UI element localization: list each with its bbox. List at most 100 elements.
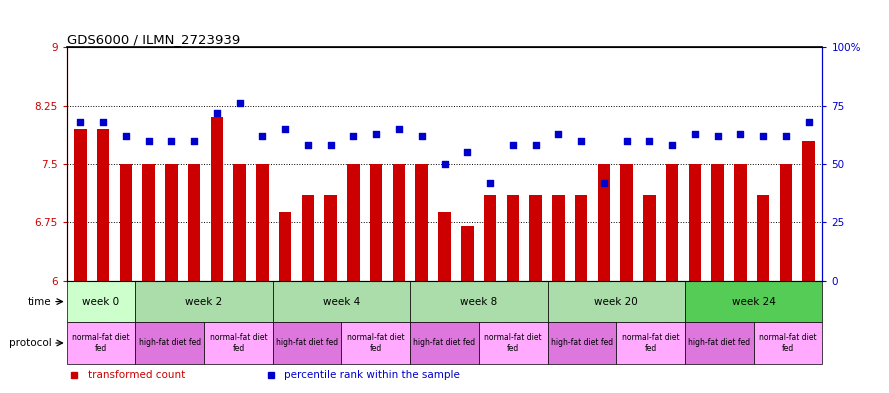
Point: [347, 133, 361, 139]
Bar: [548, 281, 685, 322]
Point: [437, 161, 452, 167]
Point: [779, 133, 793, 139]
Point: [255, 133, 269, 139]
Bar: [393, 164, 405, 281]
Point: [710, 133, 725, 139]
Bar: [757, 195, 769, 281]
Bar: [621, 164, 633, 281]
Point: [642, 138, 656, 144]
Bar: [97, 129, 109, 281]
Bar: [643, 195, 655, 281]
Text: normal-fat diet
fed: normal-fat diet fed: [210, 333, 268, 353]
Point: [164, 138, 179, 144]
Bar: [616, 322, 685, 364]
Point: [210, 110, 224, 116]
Bar: [685, 322, 754, 364]
Bar: [324, 195, 337, 281]
Bar: [273, 281, 410, 322]
Bar: [120, 164, 132, 281]
Text: protocol: protocol: [9, 338, 52, 348]
Bar: [341, 322, 410, 364]
Point: [278, 126, 292, 132]
Point: [756, 133, 770, 139]
Bar: [754, 322, 822, 364]
Point: [528, 142, 542, 149]
Point: [187, 138, 201, 144]
Bar: [211, 117, 223, 281]
Text: high-fat diet fed: high-fat diet fed: [688, 338, 750, 347]
Bar: [461, 226, 474, 281]
Text: high-fat diet fed: high-fat diet fed: [551, 338, 613, 347]
Text: week 0: week 0: [83, 297, 120, 307]
Bar: [780, 164, 792, 281]
Text: high-fat diet fed: high-fat diet fed: [413, 338, 476, 347]
Point: [414, 133, 428, 139]
Point: [119, 133, 133, 139]
Bar: [370, 164, 382, 281]
Bar: [301, 195, 314, 281]
Text: week 24: week 24: [732, 297, 775, 307]
Point: [574, 138, 589, 144]
Bar: [575, 195, 588, 281]
Bar: [279, 212, 292, 281]
Text: transformed count: transformed count: [88, 370, 185, 380]
Point: [597, 180, 611, 186]
Point: [620, 138, 634, 144]
Text: normal-fat diet
fed: normal-fat diet fed: [759, 333, 817, 353]
Bar: [256, 164, 268, 281]
Bar: [479, 322, 548, 364]
Bar: [67, 322, 135, 364]
Bar: [484, 195, 496, 281]
Text: week 4: week 4: [323, 297, 360, 307]
Text: high-fat diet fed: high-fat diet fed: [139, 338, 201, 347]
Text: time: time: [28, 297, 52, 307]
Bar: [234, 164, 246, 281]
Point: [665, 142, 679, 149]
Point: [551, 130, 565, 137]
Bar: [711, 164, 724, 281]
Text: week 8: week 8: [461, 297, 498, 307]
Point: [73, 119, 87, 125]
Bar: [529, 195, 541, 281]
Bar: [348, 164, 360, 281]
Bar: [507, 195, 519, 281]
Bar: [552, 195, 565, 281]
Bar: [803, 141, 815, 281]
Bar: [273, 322, 341, 364]
Point: [483, 180, 497, 186]
Bar: [410, 322, 479, 364]
Text: high-fat diet fed: high-fat diet fed: [276, 338, 338, 347]
Point: [233, 100, 247, 107]
Bar: [685, 281, 822, 322]
Point: [369, 130, 383, 137]
Point: [461, 149, 475, 156]
Bar: [74, 129, 86, 281]
Bar: [689, 164, 701, 281]
Bar: [135, 322, 204, 364]
Text: normal-fat diet
fed: normal-fat diet fed: [621, 333, 679, 353]
Point: [392, 126, 406, 132]
Point: [324, 142, 338, 149]
Point: [141, 138, 156, 144]
Bar: [415, 164, 428, 281]
Bar: [410, 281, 548, 322]
Bar: [204, 322, 273, 364]
Bar: [142, 164, 155, 281]
Text: normal-fat diet
fed: normal-fat diet fed: [347, 333, 404, 353]
Point: [802, 119, 816, 125]
Bar: [438, 212, 451, 281]
Point: [733, 130, 748, 137]
Bar: [135, 281, 273, 322]
Bar: [597, 164, 610, 281]
Bar: [188, 164, 200, 281]
Bar: [666, 164, 678, 281]
Text: GDS6000 / ILMN_2723939: GDS6000 / ILMN_2723939: [67, 33, 240, 46]
Text: week 2: week 2: [186, 297, 222, 307]
Bar: [67, 281, 135, 322]
Bar: [165, 164, 178, 281]
Bar: [548, 322, 616, 364]
Text: week 20: week 20: [595, 297, 638, 307]
Point: [300, 142, 315, 149]
Text: normal-fat diet
fed: normal-fat diet fed: [72, 333, 130, 353]
Point: [688, 130, 702, 137]
